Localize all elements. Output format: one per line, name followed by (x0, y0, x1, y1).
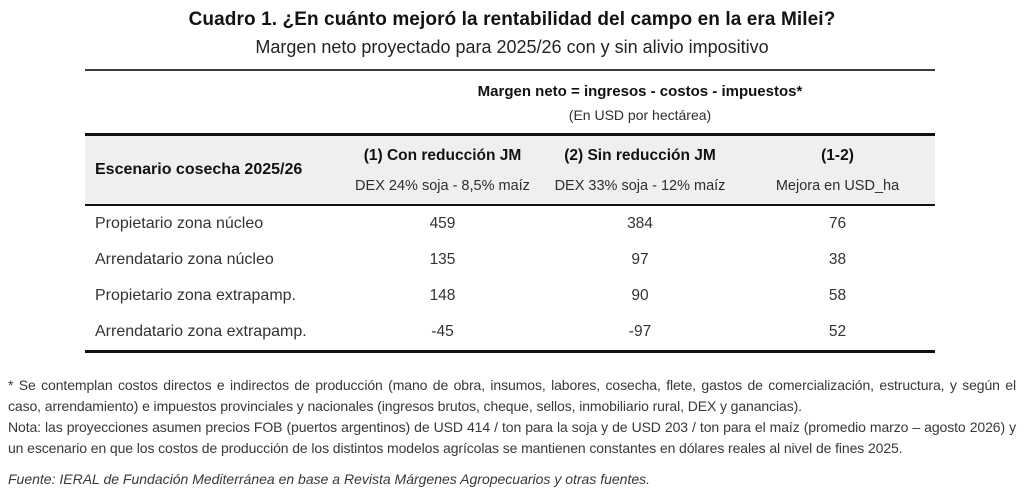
cell-con-reduccion: 459 (429, 215, 456, 232)
column-header-mejora: (1-2) Mejora en USD_ha (740, 136, 935, 204)
row-label: Propietario zona núcleo (95, 215, 264, 232)
footnote-nota: Nota: las proyecciones asumen precios FO… (8, 419, 1016, 456)
table-header-row: Escenario cosecha 2025/26 (1) Con reducc… (85, 133, 935, 206)
data-table: Escenario cosecha 2025/26 (1) Con reducc… (85, 133, 935, 353)
superheader-content: Margen neto = ingresos - costos - impues… (345, 83, 935, 123)
row-label: Arrendatario zona extrapamp. (95, 323, 307, 340)
figure-title: Cuadro 1. ¿En cuánto mejoró la rentabili… (188, 9, 836, 30)
column-header-sin-reduccion: (2) Sin reducción JM DEX 33% soja - 12% … (540, 136, 740, 204)
top-divider (85, 69, 935, 71)
row-label: Arrendatario zona núcleo (95, 251, 274, 268)
cell-sin-reduccion: 384 (627, 215, 653, 232)
cell-con-reduccion: 135 (429, 251, 456, 268)
cell-mejora: 52 (828, 323, 847, 340)
cell-mejora: 58 (828, 287, 847, 304)
footnotes: * Se contemplan costos directos e indire… (8, 375, 1016, 459)
units-note: (En USD por hectárea) (568, 107, 712, 123)
margin-formula-text: Margen neto = ingresos - costos - impues… (477, 83, 803, 100)
cell-con-reduccion: -45 (431, 323, 454, 340)
table-superheader: Margen neto = ingresos - costos - impues… (85, 71, 935, 123)
column-subtitle: DEX 24% soja - 8,5% maíz (355, 177, 530, 194)
column-title: (2) Sin reducción JM (564, 146, 716, 164)
column-title: (1-2) (821, 146, 854, 164)
column-subtitle: Mejora en USD_ha (775, 177, 900, 194)
source-line: Fuente: IERAL de Fundación Mediterránea … (8, 471, 651, 487)
table-body: Propietario zona núcleo 459 384 76 Arren… (85, 206, 935, 350)
figure-subtitle: Margen neto proyectado para 2025/26 con … (255, 37, 769, 57)
cell-sin-reduccion: 90 (631, 287, 649, 304)
cell-sin-reduccion: 97 (631, 251, 649, 268)
superheader-spacer (85, 83, 345, 123)
column-title: (1) Con reducción JM (363, 146, 522, 164)
column-subtitle: DEX 33% soja - 12% maíz (554, 177, 726, 194)
table-row: Arrendatario zona extrapamp. -45 -97 52 (85, 314, 935, 350)
table-row: Propietario zona núcleo 459 384 76 (85, 206, 935, 242)
column-header-escenario: Escenario cosecha 2025/26 (95, 161, 303, 178)
table-row: Propietario zona extrapamp. 148 90 58 (85, 278, 935, 314)
cell-con-reduccion: 148 (429, 287, 456, 304)
footnote-asterisk: * Se contemplan costos directos e indire… (8, 377, 1016, 414)
cell-mejora: 76 (828, 215, 847, 232)
column-header-con-reduccion: (1) Con reducción JM DEX 24% soja - 8,5%… (345, 136, 540, 204)
cell-sin-reduccion: -97 (628, 323, 652, 340)
cell-mejora: 38 (828, 251, 847, 268)
row-label: Propietario zona extrapamp. (95, 287, 296, 304)
table-row: Arrendatario zona núcleo 135 97 38 (85, 242, 935, 278)
